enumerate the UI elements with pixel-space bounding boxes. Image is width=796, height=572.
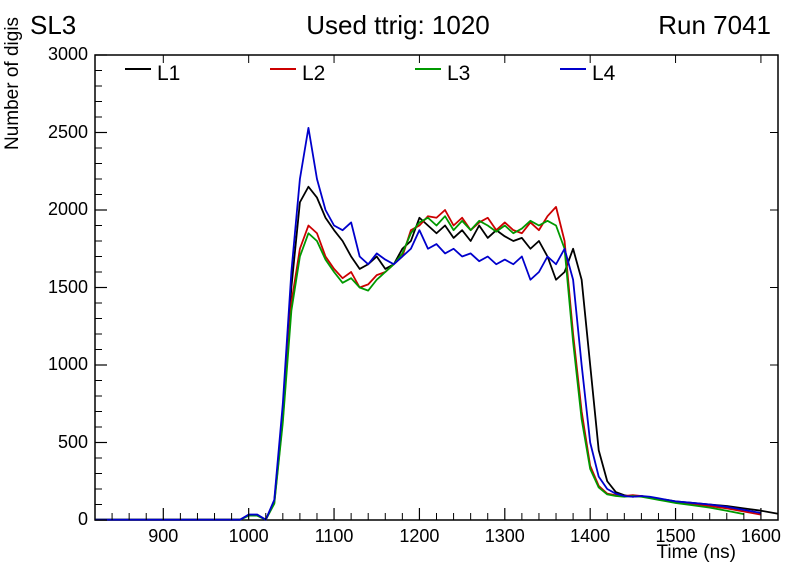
plot-svg-area [0, 0, 796, 572]
series-line-l3 [95, 216, 744, 519]
chart-root: SL3 Used ttrig: 1020 Run 7041 Number of … [0, 0, 796, 572]
series-line-l4 [95, 128, 761, 520]
series-line-l2 [95, 207, 761, 520]
series-line-l1 [95, 187, 778, 520]
plot-frame [95, 55, 778, 520]
